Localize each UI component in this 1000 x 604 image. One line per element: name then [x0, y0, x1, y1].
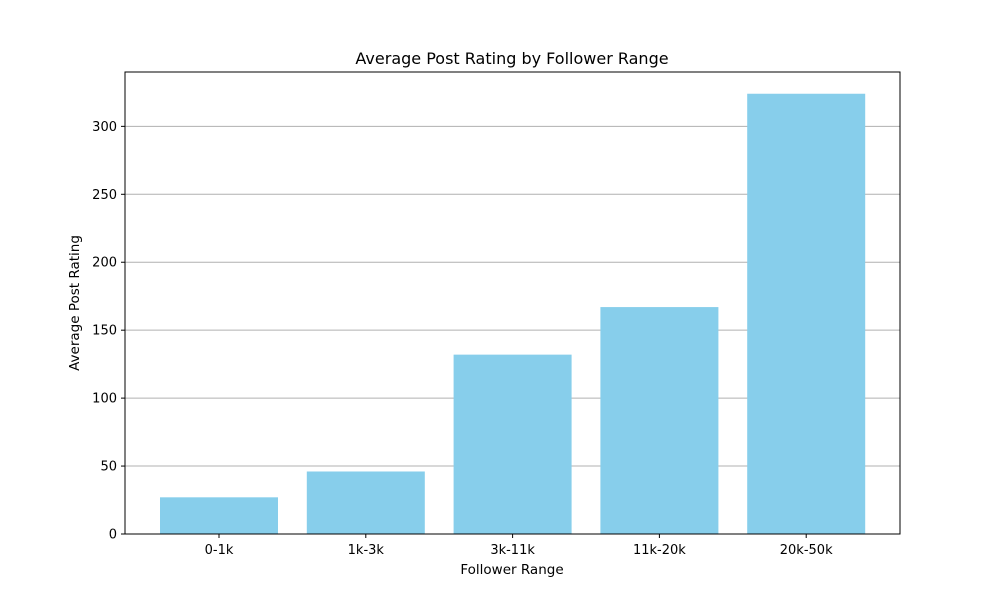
x-tick-label: 3k-11k: [490, 543, 535, 558]
bar-1k-3k: [306, 471, 425, 534]
y-tick-label: 100: [92, 392, 117, 407]
bar-0-1k: [160, 497, 278, 534]
y-tick-label: 250: [92, 188, 117, 203]
y-tick-label: 300: [92, 120, 117, 135]
bar-11k-20k: [600, 307, 719, 534]
x-axis-label: Follower Range: [460, 562, 563, 578]
x-tick-label: 1k-3k: [348, 543, 385, 558]
chart-title: Average Post Rating by Follower Range: [355, 49, 668, 68]
bars: [160, 93, 866, 534]
y-axis: 0 50 100 150 200 250 300: [92, 120, 125, 543]
y-axis-label: Average Post Rating: [67, 235, 83, 371]
x-tick-label: 20k-50k: [780, 543, 833, 558]
y-tick-label: 200: [92, 256, 117, 271]
y-tick-label: 50: [100, 460, 117, 475]
x-axis: 0-1k 1k-3k 3k-11k 11k-20k 20k-50k: [205, 534, 833, 558]
y-tick-label: 150: [92, 324, 117, 339]
bar-3k-11k: [453, 354, 572, 534]
y-tick-label: 0: [109, 528, 117, 543]
bar-20k-50k: [747, 93, 866, 534]
x-tick-label: 0-1k: [205, 543, 234, 558]
x-tick-label: 11k-20k: [633, 543, 686, 558]
